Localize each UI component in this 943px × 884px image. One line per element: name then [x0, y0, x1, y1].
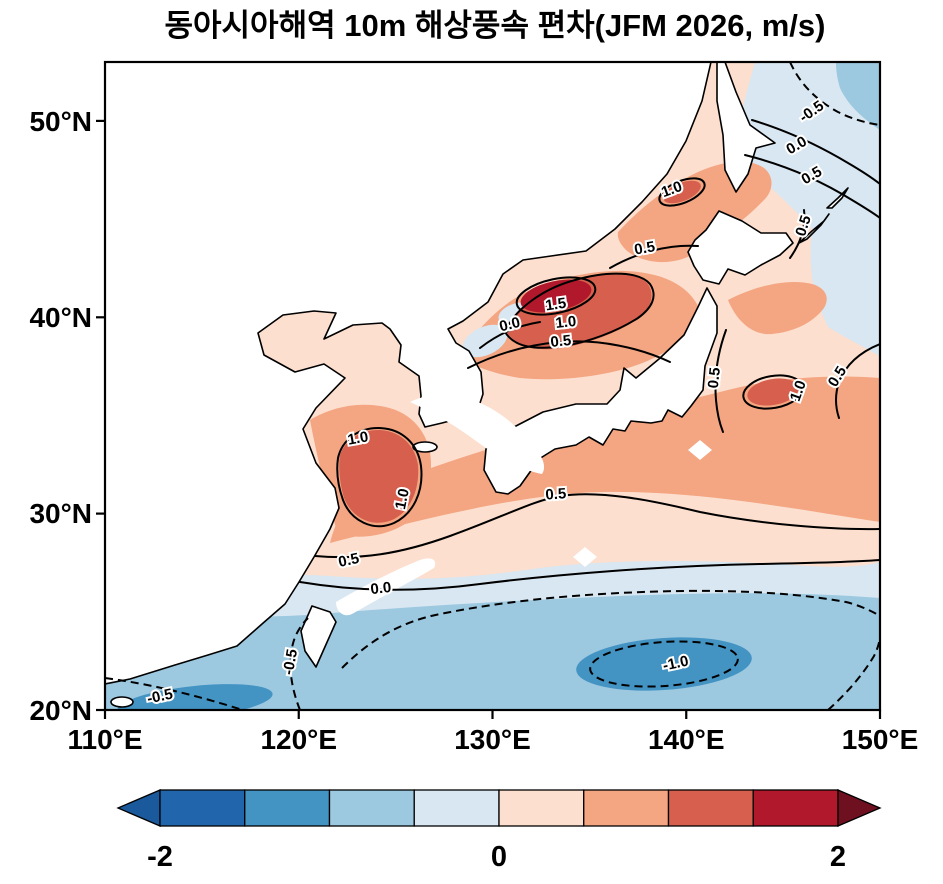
masked-cell-diamond-1 [688, 440, 712, 460]
masked-cell-diamond-2 [573, 547, 597, 567]
coastline-taiwan [300, 605, 337, 668]
contour-label: 0.0 [370, 579, 393, 598]
field-positive-central-band [330, 376, 880, 543]
field-nearzero-pocket-east-korea [462, 324, 508, 358]
contour-label: 0.5 [545, 485, 567, 503]
coastline-sakhalin [716, 62, 776, 193]
contour-0.5-east-hokkaido [789, 209, 806, 259]
x-tick-110e: 110°E [67, 724, 142, 755]
contour-label: 0.5 [633, 238, 656, 258]
contour-0.5-topright [744, 154, 880, 219]
contour-neg0.5-southwest [105, 677, 247, 710]
y-tick-40n: 40°N [29, 302, 92, 333]
colorbar-arrow-low [116, 789, 161, 827]
contour-label: 0.5 [550, 332, 573, 351]
colorbar: -2 0 2 [116, 789, 882, 873]
field-positive-south-hokkaido [728, 281, 827, 335]
colorbar-segment [667, 789, 754, 827]
colorbar-segment [498, 789, 585, 827]
contour-label: 0.5 [705, 367, 724, 390]
field-negative-core-pacific [576, 637, 752, 691]
contour-neg0.5-topright [789, 62, 880, 126]
chart-title: 동아시아해역 10m 해상풍속 편차(JFM 2026, m/s) [165, 8, 826, 43]
contour-0.5-japan-sea-arc [467, 340, 671, 369]
contour-0.0-south [299, 559, 880, 591]
masked-cells-northeast-taiwan [336, 558, 436, 616]
field-strong-positive-east-honshu [747, 378, 799, 406]
contour-neg1.0-pacific [589, 640, 739, 688]
colorbar-segments [159, 789, 839, 827]
colorbar-arrow-high [837, 789, 882, 827]
contour-neg0.5-taiwan-strait [289, 617, 309, 710]
contour-0.5-diagonal-north [609, 244, 699, 269]
contour-label: 1.0 [555, 313, 578, 332]
contour-0.5-east-honshu [714, 329, 727, 433]
field-strong-positive-ecs [339, 430, 419, 523]
field-negative-northeast-corner [836, 62, 880, 130]
contour-neg0.5-bottomright [827, 637, 880, 710]
contour-label: 1.5 [544, 295, 567, 315]
contour-1.0-north [658, 177, 706, 207]
field-weak-negative-northeast [740, 62, 880, 356]
colorbar-segment [328, 789, 415, 827]
x-tick-150e: 150°E [842, 724, 919, 755]
coastline-hokkaido [687, 210, 794, 285]
contour-0.0-japan-sea-arc [479, 321, 541, 349]
contour-1.0-japan-sea [504, 272, 655, 349]
colorbar-segment [159, 789, 246, 827]
x-axis: 110°E 120°E 130°E 140°E 150°E [67, 710, 918, 755]
colorbar-segment [413, 789, 500, 827]
coastline-kuril-2 [826, 187, 849, 209]
colorbar-tick-max: 2 [830, 841, 846, 873]
contour-1.0-ecs [336, 427, 423, 528]
x-tick-130e: 130°E [454, 724, 531, 755]
y-tick-50n: 50°N [29, 106, 92, 137]
contour-label: -0.5 [146, 686, 175, 708]
colorbar-segment [583, 789, 670, 827]
coastline-mainland-asia-korea [105, 62, 712, 685]
colorbar-segment [752, 789, 839, 827]
colorbar-segment [244, 789, 331, 827]
coastline-japan-main [483, 287, 718, 495]
contour-1.0-east-honshu [742, 374, 804, 410]
map-plot-area: -0.5-0.5 -1.0-0.50.00.50.51.00.51.51.00.5… [105, 62, 880, 710]
contour-0.5-south [314, 493, 880, 559]
contour-label: 1.0 [346, 428, 369, 448]
field-negative-core-scs [117, 684, 273, 710]
colorbar-tick-min: -2 [147, 841, 173, 873]
coastline-jeju [412, 441, 438, 453]
coastline-kuril-1 [798, 213, 830, 244]
y-axis: 20°N 30°N 40°N 50°N [29, 106, 105, 726]
field-max-positive-core [520, 279, 592, 313]
contour-0.5-right-edge [835, 343, 880, 419]
field-strong-positive-north [663, 180, 701, 204]
y-tick-20n: 20°N [29, 695, 92, 726]
y-tick-30n: 30°N [29, 498, 92, 529]
contour-0.0-topright [751, 119, 880, 185]
x-tick-140e: 140°E [648, 724, 725, 755]
x-tick-120e: 120°E [260, 724, 337, 755]
contour-1.5-japan-sea [515, 276, 597, 316]
coastline-hainan-island [110, 696, 134, 708]
colorbar-tick-zero: 0 [491, 841, 507, 873]
masked-cells-korea-strait [410, 394, 545, 474]
contour-neg0.5-south-long [341, 589, 880, 669]
